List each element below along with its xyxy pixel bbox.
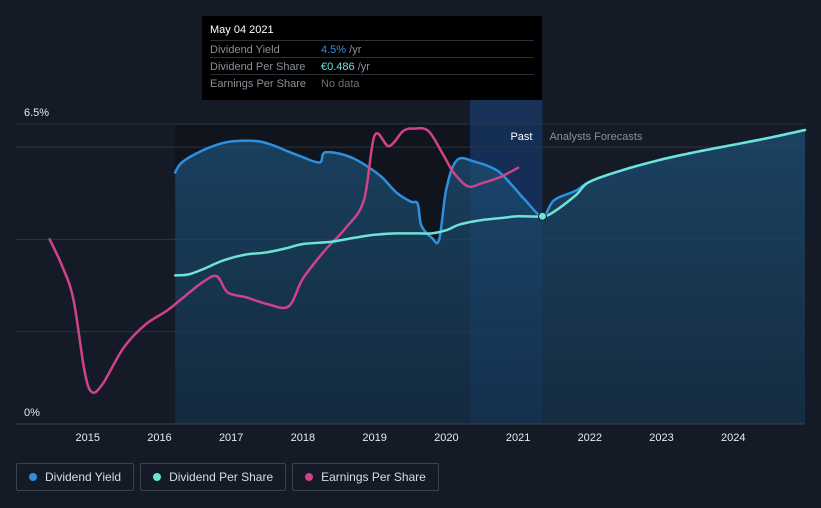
legend-label: Dividend Yield [45,470,122,484]
x-tick-label: 2019 [362,432,386,444]
series-line-earnings-per-share [48,126,520,395]
series-line-dividend-per-share [173,128,807,277]
x-tick-label: 2016 [147,432,171,444]
legend-dot-icon [29,473,37,481]
x-tick-label: 2024 [721,432,745,444]
legend-dot-icon [305,473,314,481]
tooltip-value-number: €0.486 [321,61,355,73]
tooltip-unit: /yr [346,44,362,56]
x-tick-label: 2015 [75,432,99,444]
tooltip-unit: /yr [354,61,370,73]
x-tick-label: 2022 [578,432,602,444]
y-tick-label-top: 6.5% [24,107,49,119]
tooltip-row-earnings-per-share: Earnings Per Share No data [210,74,534,92]
tooltip-label: Earnings Per Share [210,78,306,90]
tooltip-value: No data [321,78,360,90]
dividend-yield-area [175,130,805,424]
legend-label: Dividend Per Share [169,470,274,484]
x-tick-labels: 2015 2016 2017 2018 2019 2020 2021 2022 2023 2024 [75,432,745,444]
tooltip-label: Dividend Per Share [210,61,306,73]
legend: Dividend Yield Dividend Per Share Earnin… [16,463,439,491]
tooltip-label: Dividend Yield [210,44,280,56]
x-tick-label: 2021 [506,432,530,444]
tooltip-value: €0.486 /yr [321,61,370,73]
tooltip-value-number: 4.5% [321,44,347,56]
legend-item-dividend-yield[interactable]: Dividend Yield [16,463,135,491]
tooltip-date: May 04 2021 [210,24,274,36]
legend-item-earnings-per-share[interactable]: Earnings Per Share [292,463,439,491]
x-tick-label: 2017 [219,432,243,444]
x-tick-label: 2018 [291,432,315,444]
legend-label: Earnings Per Share [321,470,426,484]
tooltip-value: 4.5% /yr [321,44,361,56]
x-tick-label: 2023 [649,432,673,444]
legend-item-dividend-per-share[interactable]: Dividend Per Share [140,463,287,491]
tooltip: May 04 2021 Dividend Yield 4.5% /yr Divi… [202,16,542,100]
y-tick-label-bottom: 0% [24,407,40,419]
forecast-label: Analysts Forecasts [549,131,642,143]
past-label: Past [510,131,532,143]
current-value-marker[interactable] [537,211,547,221]
legend-dot-icon [153,473,162,481]
tooltip-row-dividend-per-share: Dividend Per Share €0.486 /yr [210,57,534,75]
x-tick-label: 2020 [434,432,458,444]
tooltip-value-number: No data [321,78,360,90]
tooltip-row-dividend-yield: Dividend Yield 4.5% /yr [210,40,534,58]
